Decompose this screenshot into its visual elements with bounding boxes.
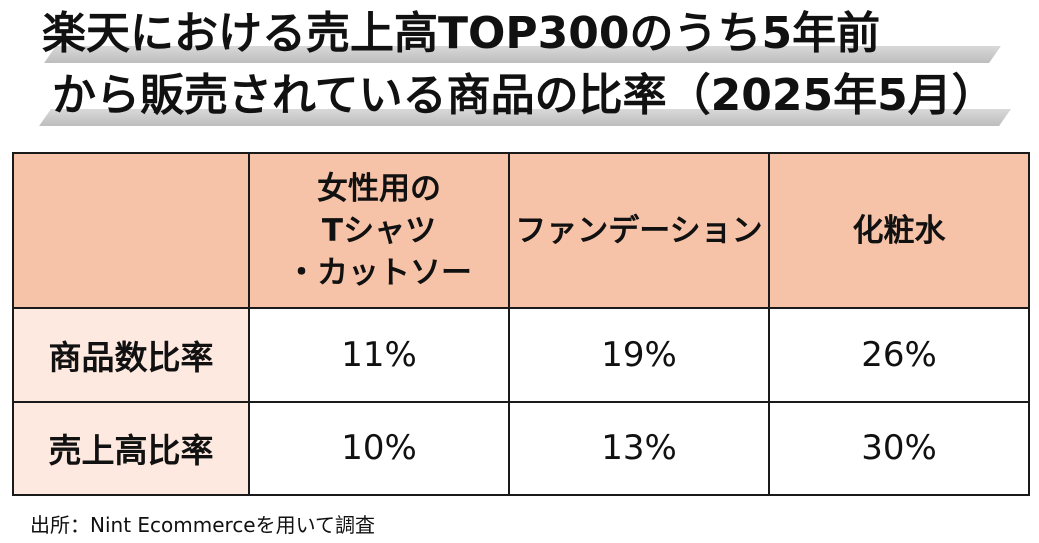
table-cell: 10% xyxy=(248,400,510,497)
column-header-line: Tシャツ xyxy=(321,212,437,249)
column-header-line: 女性用の xyxy=(317,170,441,207)
column-header-lotion: 化粧水 xyxy=(768,151,1030,310)
table-cell: 26% xyxy=(768,307,1030,403)
table-cell: 30% xyxy=(768,400,1030,497)
row-label-sales-ratio: 売上高比率 xyxy=(12,400,250,497)
data-table: 女性用の Tシャツ ・カットソー ファンデーション 化粧水 商品数比率 11% … xyxy=(12,151,1030,497)
chart-title-line-2: から販売されている商品の比率（2025年5月） xyxy=(52,70,996,121)
table-row: 商品数比率 11% 19% 26% xyxy=(12,307,1030,403)
table-cell: 19% xyxy=(508,307,770,403)
column-header-line: ファンデーション xyxy=(515,212,763,249)
column-header-tshirt: 女性用の Tシャツ ・カットソー xyxy=(248,151,510,310)
header-corner-cell xyxy=(12,151,250,310)
table-header-row: 女性用の Tシャツ ・カットソー ファンデーション 化粧水 xyxy=(12,151,1030,310)
row-label-product-count-ratio: 商品数比率 xyxy=(12,307,250,403)
source-note: 出所：Nint Ecommerceを用いて調査 xyxy=(30,513,376,537)
chart-title-line-1: 楽天における売上高TOP300のうち5年前 xyxy=(42,8,881,59)
table-cell: 13% xyxy=(508,400,770,497)
column-header-line: ・カットソー xyxy=(286,254,472,291)
table-row: 売上高比率 10% 13% 30% xyxy=(12,400,1030,497)
column-header-line: 化粧水 xyxy=(852,212,946,249)
column-header-foundation: ファンデーション xyxy=(508,151,770,310)
table-cell: 11% xyxy=(248,307,510,403)
